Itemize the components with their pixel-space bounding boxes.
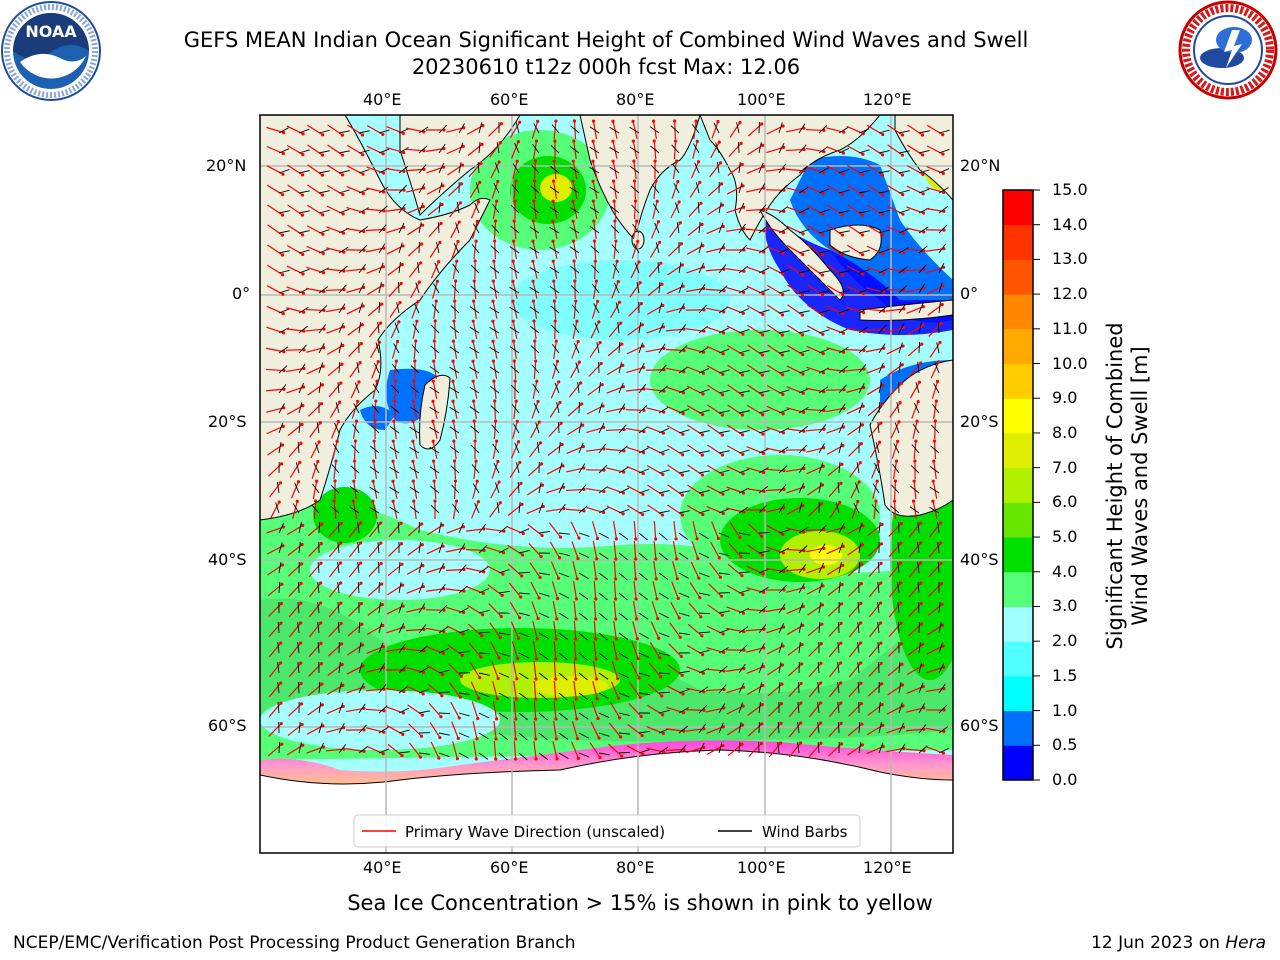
colorbar-tick-label: 0.5 bbox=[1052, 735, 1078, 755]
lat-label-right-40s: 40°S bbox=[960, 550, 999, 569]
credit-line: NCEP/EMC/Verification Post Processing Pr… bbox=[13, 933, 576, 953]
lat-label-right-20n: 20°N bbox=[960, 156, 1001, 175]
lon-label-bottom-40e: 40°E bbox=[363, 858, 402, 877]
lon-label-bottom-60e: 60°E bbox=[490, 858, 529, 877]
colorbar-segment bbox=[1003, 745, 1033, 781]
lon-label-top-120e: 120°E bbox=[863, 90, 912, 109]
colorbar-segment bbox=[1003, 502, 1033, 538]
colorbar-segment bbox=[1003, 710, 1033, 746]
date-text: 12 Jun 2023 on bbox=[1091, 933, 1220, 953]
chart-title: GEFS MEAN Indian Ocean Significant Heigh… bbox=[183, 28, 1029, 52]
machine-name: Hera bbox=[1225, 933, 1266, 953]
noaa-logo-text: NOAA bbox=[25, 22, 77, 41]
colorbar-tick-label: 10.0 bbox=[1052, 353, 1088, 373]
lat-label-left-20n: 20°N bbox=[206, 156, 247, 175]
colorbar-tick-label: 5.0 bbox=[1052, 527, 1078, 547]
colorbar-tick-label: 2.0 bbox=[1052, 631, 1078, 651]
colorbar-tick-label: 3.0 bbox=[1052, 596, 1078, 616]
colorbar-tick-label: 1.0 bbox=[1052, 700, 1078, 720]
lon-label-top-80e: 80°E bbox=[616, 90, 655, 109]
colorbar-segment bbox=[1003, 537, 1033, 573]
lat-label-left-60s: 60°S bbox=[208, 716, 247, 735]
map-frame bbox=[259, 114, 954, 854]
wave-direction-arrows bbox=[265, 119, 950, 761]
nws-logo bbox=[1176, 0, 1280, 100]
colorbar-segment bbox=[1003, 259, 1033, 295]
colorbar-segment bbox=[1003, 571, 1033, 607]
colorbar-tick-label: 8.0 bbox=[1052, 422, 1078, 442]
colorbar-segment bbox=[1003, 432, 1033, 469]
colorbar-tick-label: 11.0 bbox=[1052, 318, 1088, 338]
colorbar-label-line2: Wind Waves and Swell [m] bbox=[1128, 346, 1152, 626]
lon-label-top-40e: 40°E bbox=[363, 90, 402, 109]
lat-label-left-0: 0° bbox=[232, 284, 251, 303]
colorbar-segment bbox=[1003, 606, 1033, 642]
colorbar-tick-label: 7.0 bbox=[1052, 457, 1078, 477]
noaa-logo: NOAA bbox=[0, 0, 102, 102]
colorbar-segment bbox=[1003, 328, 1033, 365]
colorbar-tick-label: 6.0 bbox=[1052, 492, 1078, 512]
lon-label-bottom-120e: 120°E bbox=[863, 858, 912, 877]
colorbar-tick-label: 13.0 bbox=[1052, 249, 1088, 269]
colorbar-tick-label: 0.0 bbox=[1052, 770, 1078, 789]
colorbar-segment bbox=[1003, 224, 1033, 260]
colorbar-tick-label: 9.0 bbox=[1052, 388, 1078, 408]
colorbar-tick-label: 12.0 bbox=[1052, 284, 1088, 304]
colorbar-tick-label: 14.0 bbox=[1052, 214, 1088, 234]
legend-wave-direction-label: Primary Wave Direction (unscaled) bbox=[405, 823, 665, 841]
colorbar bbox=[1002, 189, 1040, 781]
lon-label-bottom-100e: 100°E bbox=[737, 858, 786, 877]
chart-subtitle: 20230610 t12z 000h fcst Max: 12.06 bbox=[411, 55, 801, 79]
map-gridlines bbox=[260, 115, 953, 853]
colorbar-segment bbox=[1003, 675, 1033, 712]
colorbar-label-line1: Significant Height of Combined bbox=[1103, 322, 1127, 650]
lat-label-left-40s: 40°S bbox=[208, 550, 247, 569]
colorbar-tick-label: 1.5 bbox=[1052, 665, 1078, 685]
colorbar-tick-label: 4.0 bbox=[1052, 561, 1078, 581]
sea-ice-note: Sea Ice Concentration > 15% is shown in … bbox=[347, 891, 933, 915]
lat-label-left-20s: 20°S bbox=[208, 412, 247, 431]
lat-label-right-0: 0° bbox=[960, 284, 979, 303]
colorbar-segment bbox=[1003, 641, 1033, 677]
lon-label-top-100e: 100°E bbox=[737, 90, 786, 109]
colorbar-tick-label: 15.0 bbox=[1052, 180, 1088, 199]
colorbar-segment bbox=[1003, 363, 1033, 399]
colorbar-segment bbox=[1003, 294, 1033, 330]
lat-label-right-60s: 60°S bbox=[960, 716, 999, 735]
legend-wind-barbs-label: Wind Barbs bbox=[762, 823, 848, 841]
colorbar-segment bbox=[1003, 190, 1033, 226]
date-line: 12 Jun 2023 on Hera bbox=[1091, 933, 1266, 953]
map-legend: Primary Wave Direction (unscaled) Wind B… bbox=[353, 814, 861, 848]
lon-label-top-60e: 60°E bbox=[490, 90, 529, 109]
lat-label-right-20s: 20°S bbox=[960, 412, 999, 431]
colorbar-segment bbox=[1003, 467, 1033, 503]
colorbar-segment bbox=[1003, 398, 1033, 434]
lon-label-bottom-80e: 80°E bbox=[616, 858, 655, 877]
